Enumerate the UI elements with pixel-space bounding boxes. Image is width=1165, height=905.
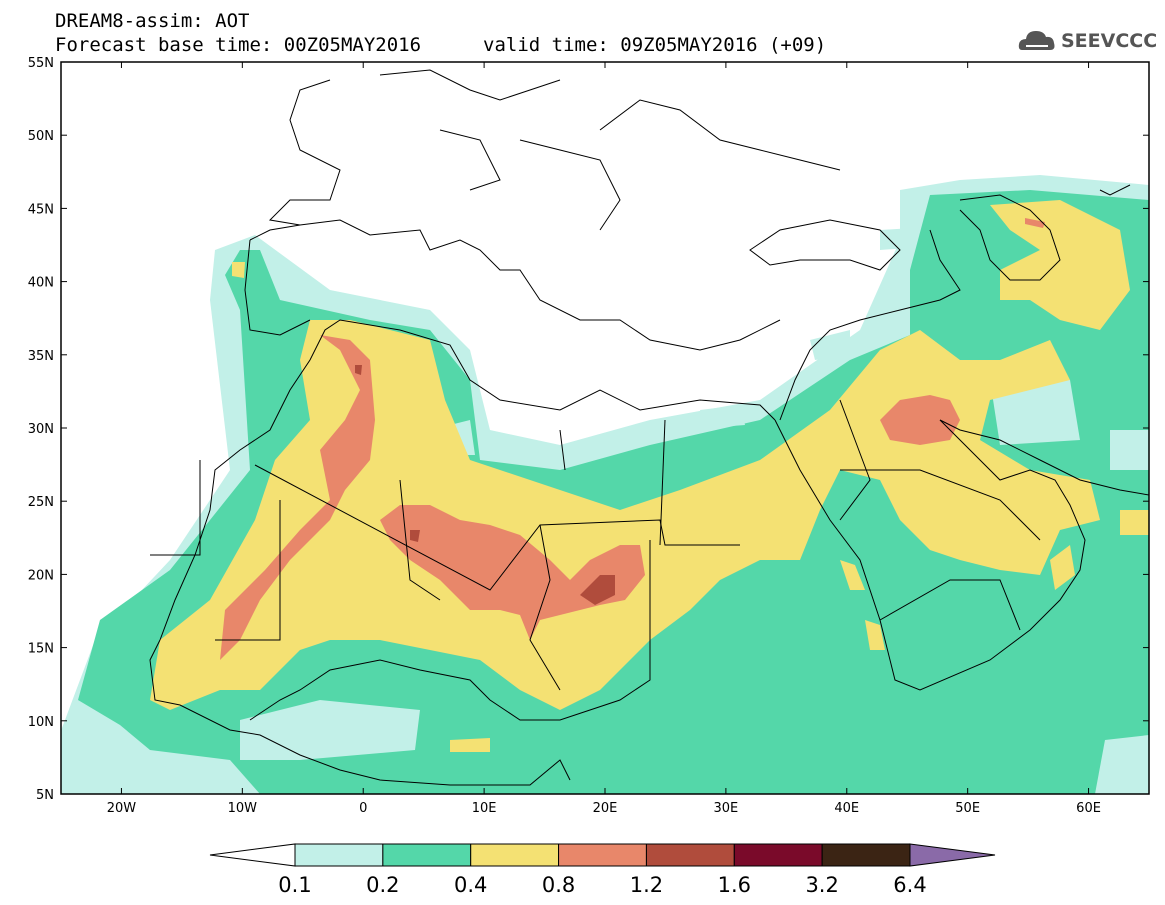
lon-tick-label: 50E — [955, 801, 980, 816]
lat-tick-label: 35N — [28, 349, 54, 364]
title-line-1: DREAM8-assim: AOT — [55, 10, 250, 32]
lon-tick-label: 40E — [834, 801, 859, 816]
lon-tick-label: 30E — [714, 801, 739, 816]
colorbar-label: 0.8 — [542, 873, 575, 897]
lat-tick-label: 30N — [28, 422, 54, 437]
lon-tick-label: 10W — [228, 801, 258, 816]
coastlines — [149, 69, 1149, 786]
lat-tick-label: 5N — [36, 788, 54, 803]
colorbar-label: 0.2 — [366, 873, 399, 897]
cloud-icon — [1018, 31, 1055, 50]
lat-tick-label: 15N — [28, 642, 54, 657]
colorbar-label: 0.4 — [454, 873, 487, 897]
colorbar-swatch — [470, 843, 560, 867]
lat-tick-label: 20N — [28, 568, 54, 583]
colorbar-swatch — [382, 843, 472, 867]
lat-tick-label: 40N — [28, 276, 54, 291]
lat-tick-label: 10N — [28, 715, 54, 730]
valid-time: valid time: 09Z05MAY2016 (+09) — [483, 34, 827, 56]
lat-tick-label: 45N — [28, 202, 54, 217]
colorbar-label: 3.2 — [805, 873, 838, 897]
colorbar: 0.1 0.2 0.4 0.8 1.2 1.6 3.2 6.4 — [209, 843, 996, 897]
colorbar-swatch — [821, 843, 911, 867]
lon-tick-label: 10E — [472, 801, 497, 816]
aot-field — [61, 175, 1149, 794]
lon-tick-label: 20W — [107, 801, 137, 816]
lat-tick-label: 50N — [28, 129, 54, 144]
lat-tick-label: 55N — [28, 56, 54, 71]
logo-text: SEEVCCC — [1061, 30, 1158, 52]
colorbar-label: 6.4 — [893, 873, 926, 897]
colorbar-swatch — [294, 843, 384, 867]
colorbar-low-arrow — [209, 843, 296, 867]
colorbar-label: 0.1 — [278, 873, 311, 897]
colorbar-swatch — [558, 843, 647, 867]
title-line-2: Forecast base time: 00Z05MAY2016 — [55, 34, 422, 56]
colorbar-swatch — [733, 843, 823, 867]
colorbar-label: 1.2 — [630, 873, 663, 897]
lat-tick-label: 25N — [28, 495, 54, 510]
colorbar-high-arrow — [909, 843, 996, 867]
colorbar-swatch — [645, 843, 735, 867]
lon-tick-label: 20E — [593, 801, 618, 816]
lon-tick-label: 60E — [1076, 801, 1101, 816]
colorbar-label: 1.6 — [718, 873, 751, 897]
longitude-axis: 20W 10W 0 10E 20E 30E 40E 50E 60E — [107, 62, 1101, 816]
latitude-axis: 55N 50N 45N 40N 35N 30N 25N 20N 15N 10N 5N — [28, 56, 1149, 803]
lon-tick-label: 0 — [359, 801, 367, 816]
